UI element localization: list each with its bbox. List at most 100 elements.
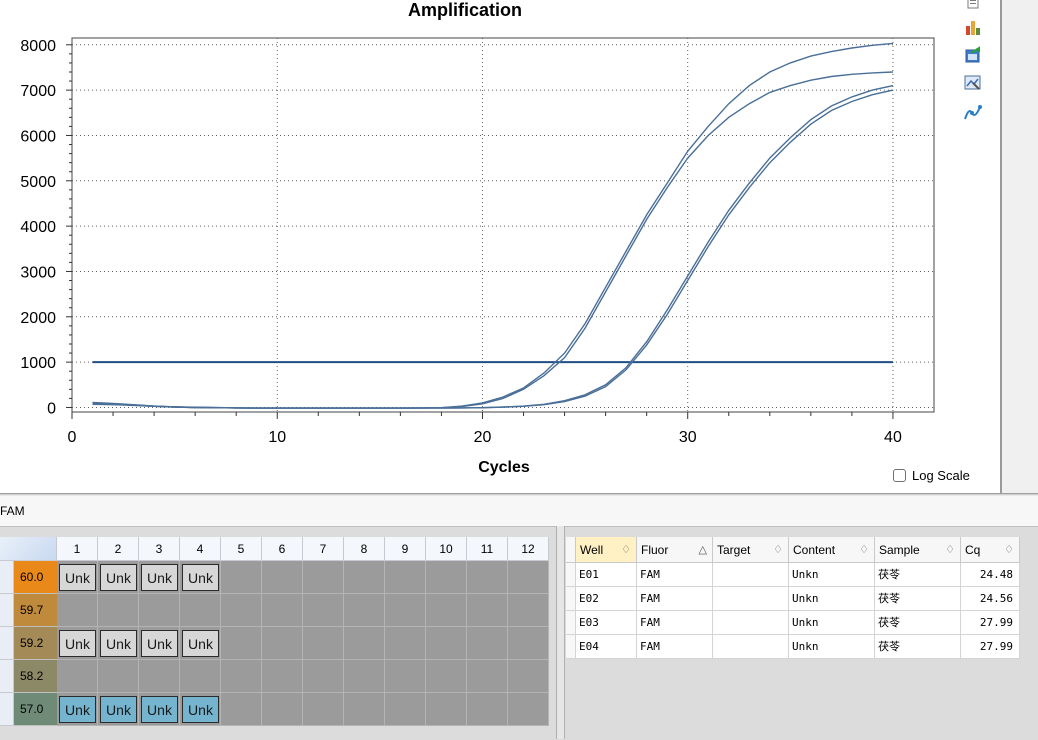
plate-row-header[interactable] <box>0 660 14 693</box>
plate-column-header[interactable]: 2 <box>98 537 139 561</box>
log-scale-checkbox[interactable] <box>893 468 906 482</box>
plate-row-header[interactable] <box>0 594 14 627</box>
plate-row-header[interactable] <box>0 693 14 726</box>
plate-well[interactable]: Unk <box>98 561 139 594</box>
row-header[interactable] <box>566 611 576 635</box>
well-content-label[interactable]: Unk <box>100 630 137 657</box>
well-content-label[interactable]: Unk <box>182 696 219 723</box>
table-cell[interactable]: 24.48 <box>961 563 1020 587</box>
plate-well[interactable]: Unk <box>98 693 139 726</box>
column-header-target[interactable]: Target ♢ <box>713 537 789 563</box>
plate-corner[interactable] <box>0 537 57 561</box>
horizontal-splitter[interactable] <box>0 493 1038 496</box>
well-content-label[interactable]: Unk <box>100 564 137 591</box>
table-cell[interactable]: FAM <box>637 611 713 635</box>
table-cell[interactable]: Unkn <box>789 635 875 659</box>
well-content-label[interactable]: Unk <box>59 630 96 657</box>
plate-well[interactable] <box>426 594 467 627</box>
plate-column-header[interactable]: 9 <box>385 537 426 561</box>
plate-well[interactable] <box>98 594 139 627</box>
plate-well[interactable] <box>385 693 426 726</box>
plate-well[interactable] <box>508 561 549 594</box>
plate-well[interactable]: Unk <box>139 693 180 726</box>
sort-icon[interactable]: ♢ <box>859 544 869 556</box>
copy-icon[interactable] <box>962 0 984 14</box>
plate-well[interactable] <box>467 627 508 660</box>
table-cell[interactable]: E02 <box>576 587 637 611</box>
row-header[interactable] <box>566 635 576 659</box>
plate-well[interactable] <box>344 594 385 627</box>
plate-well[interactable] <box>221 660 262 693</box>
zoom-icon[interactable] <box>962 73 984 93</box>
table-cell[interactable]: FAM <box>637 587 713 611</box>
plate-well[interactable] <box>385 660 426 693</box>
plate-well[interactable] <box>508 594 549 627</box>
sort-icon[interactable]: ♢ <box>773 544 783 556</box>
log-scale-toggle[interactable]: Log Scale <box>893 465 970 485</box>
plate-well[interactable]: Unk <box>57 627 98 660</box>
well-content-label[interactable]: Unk <box>59 564 96 591</box>
plate-column-header[interactable]: 12 <box>508 537 549 561</box>
table-cell[interactable]: FAM <box>637 563 713 587</box>
plate-column-header[interactable]: 1 <box>57 537 98 561</box>
well-content-label[interactable]: Unk <box>141 630 178 657</box>
chart-type-icon[interactable] <box>962 17 984 37</box>
row-header[interactable] <box>566 587 576 611</box>
plate-well[interactable] <box>508 660 549 693</box>
plate-well[interactable] <box>139 594 180 627</box>
plate-well[interactable] <box>262 594 303 627</box>
plate-well[interactable] <box>262 660 303 693</box>
plate-well[interactable] <box>344 693 385 726</box>
plate-well[interactable] <box>180 594 221 627</box>
plate-well[interactable]: Unk <box>180 627 221 660</box>
plate-well[interactable] <box>262 561 303 594</box>
column-header-content[interactable]: Content ♢ <box>789 537 875 563</box>
row-header[interactable] <box>566 563 576 587</box>
column-header-sample[interactable]: Sample ♢ <box>875 537 961 563</box>
plate-well[interactable] <box>262 627 303 660</box>
table-cell[interactable]: 27.99 <box>961 635 1020 659</box>
table-cell[interactable]: 24.56 <box>961 587 1020 611</box>
plate-well[interactable] <box>508 693 549 726</box>
panel-splitter[interactable] <box>1000 0 1002 493</box>
table-cell[interactable] <box>713 587 789 611</box>
plate-well[interactable]: Unk <box>98 627 139 660</box>
plate-well[interactable]: Unk <box>180 693 221 726</box>
table-cell[interactable] <box>713 563 789 587</box>
plate-well[interactable] <box>426 693 467 726</box>
plate-well[interactable] <box>139 660 180 693</box>
export-icon[interactable] <box>962 45 984 65</box>
plate-row-header[interactable] <box>0 627 14 660</box>
table-cell[interactable]: FAM <box>637 635 713 659</box>
plate-well[interactable] <box>303 627 344 660</box>
table-cell[interactable]: Unkn <box>789 563 875 587</box>
plate-well[interactable] <box>385 561 426 594</box>
plate-well[interactable]: Unk <box>57 561 98 594</box>
plate-well[interactable] <box>426 660 467 693</box>
column-header-cq[interactable]: Cq ♢ <box>961 537 1020 563</box>
plate-well[interactable] <box>344 627 385 660</box>
plate-column-header[interactable]: 10 <box>426 537 467 561</box>
plate-well[interactable] <box>385 594 426 627</box>
table-cell[interactable]: 茯苓 <box>875 587 961 611</box>
table-cell[interactable]: E01 <box>576 563 637 587</box>
plate-column-header[interactable]: 4 <box>180 537 221 561</box>
column-header-fluor[interactable]: Fluor △ <box>637 537 713 563</box>
plate-well[interactable] <box>426 627 467 660</box>
lower-splitter[interactable] <box>556 526 565 739</box>
plate-well[interactable]: Unk <box>139 627 180 660</box>
plate-well[interactable] <box>467 660 508 693</box>
plate-well[interactable] <box>508 627 549 660</box>
amplification-curve-4[interactable] <box>92 89 894 409</box>
plate-well[interactable] <box>303 594 344 627</box>
plate-well[interactable] <box>221 627 262 660</box>
plate-well[interactable] <box>98 660 139 693</box>
sort-icon[interactable]: ♢ <box>621 544 631 556</box>
table-cell[interactable]: 茯苓 <box>875 635 961 659</box>
plate-well[interactable] <box>180 660 221 693</box>
plate-column-header[interactable]: 3 <box>139 537 180 561</box>
plate-well[interactable] <box>344 660 385 693</box>
plate-well[interactable] <box>303 561 344 594</box>
well-content-label[interactable]: Unk <box>182 564 219 591</box>
plate-well[interactable] <box>385 627 426 660</box>
